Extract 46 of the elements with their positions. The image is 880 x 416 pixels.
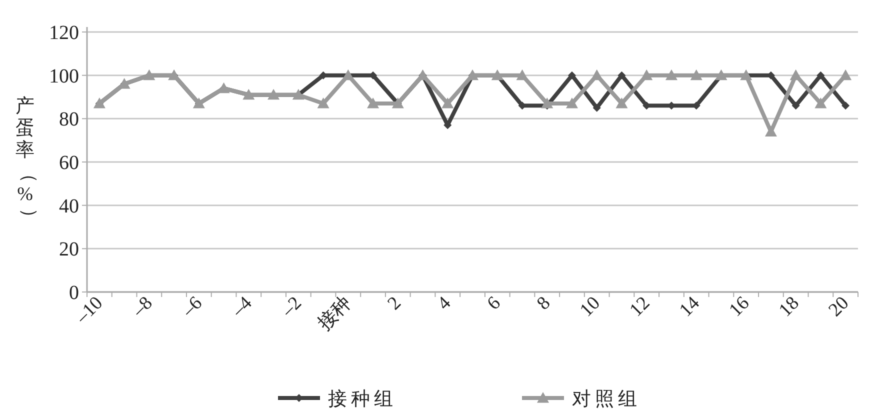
x-tick-label: –4 <box>227 292 257 322</box>
point <box>764 126 777 136</box>
point <box>790 69 802 80</box>
y-tick-label: 0 <box>69 282 79 304</box>
x-tick-label: –8 <box>128 292 157 322</box>
point <box>690 69 702 80</box>
x-tick-label: –6 <box>177 292 206 322</box>
legend-label: 对照组 <box>572 389 641 410</box>
point <box>842 102 850 110</box>
point <box>442 98 454 108</box>
x-tick-label: 2 <box>384 292 406 314</box>
y-tick-label: 80 <box>59 108 79 131</box>
point <box>814 98 827 108</box>
point <box>566 98 578 108</box>
y-tick-label: 60 <box>59 152 79 174</box>
point <box>840 69 852 80</box>
point <box>640 69 653 80</box>
x-tick-label: 14 <box>676 292 704 321</box>
point <box>592 104 601 112</box>
x-tick-label: 12 <box>626 292 654 321</box>
point <box>792 102 800 110</box>
point <box>665 69 678 80</box>
point <box>367 98 380 108</box>
x-tick-label: 8 <box>533 292 555 314</box>
x-tick-label: 4 <box>434 292 456 314</box>
x-tick-label: 18 <box>775 292 804 321</box>
legend-label: 接种组 <box>328 389 397 410</box>
x-tick-label: 6 <box>483 292 505 314</box>
x-tick-label: –2 <box>276 292 306 322</box>
point <box>541 98 554 108</box>
y-tick-label: 40 <box>59 195 79 218</box>
point <box>516 69 528 80</box>
point <box>568 71 576 80</box>
y-tick-label: 120 <box>49 22 79 44</box>
x-tick-label: 20 <box>824 292 854 321</box>
x-tick-label: 16 <box>725 292 754 321</box>
point <box>590 69 603 80</box>
x-tick-label: 接种 <box>314 292 356 334</box>
y-tick-label: 100 <box>49 65 79 88</box>
point <box>816 71 825 80</box>
point <box>616 98 628 108</box>
point <box>618 71 626 80</box>
y-axis-title: 产蛋率（%） <box>16 96 40 227</box>
point <box>317 98 330 108</box>
x-tick-label: 10 <box>576 292 604 321</box>
y-tick-label: 20 <box>59 238 79 261</box>
